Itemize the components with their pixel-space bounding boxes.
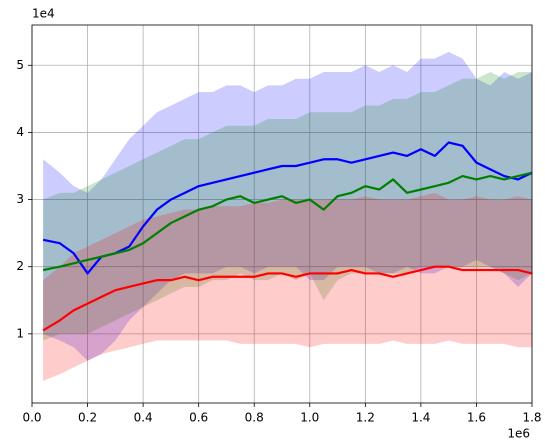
- x-tick-label: 0.2: [78, 411, 97, 425]
- line: [42, 141, 533, 275]
- x-tick-label: 0.6: [189, 411, 208, 425]
- plot-frame: [31, 24, 533, 404]
- x-tick-label: 0.0: [22, 411, 41, 425]
- line: [42, 171, 533, 272]
- y-tick-label: 2: [16, 259, 24, 273]
- x-offset-label: 1e6: [507, 427, 530, 441]
- x-tick-label: 1.6: [467, 411, 486, 425]
- x-tick-label: 1.4: [411, 411, 430, 425]
- band: [43, 71, 532, 341]
- y-tick-label: 4: [16, 125, 24, 139]
- y-offset-label: 1e4: [32, 7, 55, 21]
- band: [43, 51, 532, 361]
- x-tick-label: 1.0: [300, 411, 319, 425]
- y-tick-label: 1: [16, 326, 24, 340]
- x-tick-label: 0.4: [134, 411, 153, 425]
- line: [42, 265, 533, 332]
- x-tick-label: 1.8: [522, 411, 541, 425]
- y-tick-label: 3: [16, 192, 24, 206]
- x-tick-label: 1.2: [356, 411, 375, 425]
- x-tick-label: 0.8: [245, 411, 264, 425]
- y-tick-label: 5: [16, 58, 24, 72]
- band: [43, 192, 532, 381]
